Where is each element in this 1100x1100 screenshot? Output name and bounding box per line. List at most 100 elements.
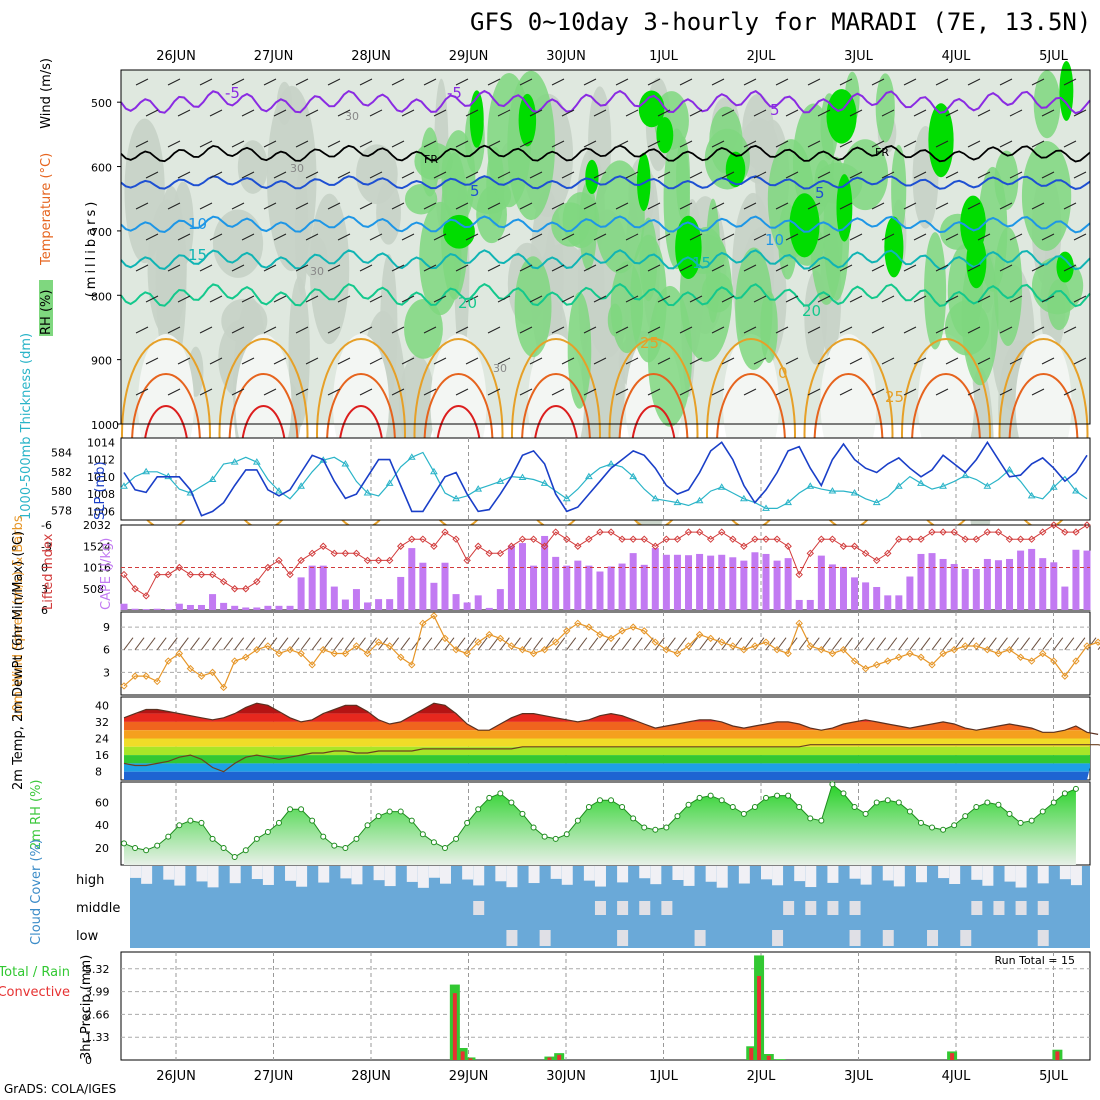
cape-bar bbox=[1006, 558, 1014, 610]
wind-barb bbox=[849, 171, 863, 179]
cloud-high bbox=[561, 866, 573, 885]
cloud-middle bbox=[594, 901, 606, 915]
rh-marker bbox=[220, 844, 227, 851]
wind-legend: Wind (m/s) bbox=[39, 58, 54, 129]
cape-bar bbox=[629, 553, 637, 610]
cloud-high bbox=[495, 866, 507, 882]
surface-wind-barb bbox=[167, 637, 178, 651]
pressure-tick-label: 600 bbox=[91, 162, 112, 175]
cloud-high bbox=[672, 866, 684, 880]
run-total: Run Total = 15 bbox=[995, 954, 1076, 967]
li-marker bbox=[419, 535, 427, 543]
cape-bar bbox=[430, 582, 438, 610]
cloud-high bbox=[130, 866, 142, 878]
cape-bar bbox=[1028, 548, 1036, 610]
wind-barb bbox=[711, 140, 725, 148]
date-label-top: 26JUN bbox=[156, 49, 196, 64]
cape-bar bbox=[895, 595, 903, 610]
cloud-low bbox=[617, 930, 629, 946]
wind-barb bbox=[519, 140, 533, 148]
temperature-legend: Temperature (°C) bbox=[39, 153, 54, 266]
credit-label: GrADS: COLA/IGES bbox=[4, 1082, 117, 1096]
wind-barb bbox=[1031, 202, 1045, 210]
cape-bar bbox=[541, 535, 549, 610]
wind-marker bbox=[518, 646, 527, 654]
wind-marker bbox=[142, 672, 150, 680]
thickness-marker bbox=[1027, 491, 1036, 499]
li-marker bbox=[286, 570, 294, 579]
cloud-middle bbox=[1015, 901, 1027, 915]
li-marker bbox=[1083, 521, 1091, 529]
wind-barb bbox=[369, 357, 383, 365]
cape-bar bbox=[120, 603, 128, 610]
cloud-high bbox=[639, 866, 651, 879]
thickness-marker bbox=[894, 482, 903, 489]
wind-barb bbox=[273, 109, 287, 117]
li-tick-label: 0 bbox=[41, 562, 48, 575]
rh-marker bbox=[940, 826, 947, 833]
wind-barb bbox=[657, 233, 671, 241]
rh-marker bbox=[917, 819, 924, 826]
wind-marker bbox=[253, 646, 261, 654]
temp-band bbox=[124, 763, 1090, 772]
wind-barb bbox=[743, 202, 757, 210]
wind-barb bbox=[679, 264, 693, 272]
wind-barb bbox=[401, 171, 415, 179]
cape-bar bbox=[375, 599, 383, 610]
wind-barb bbox=[327, 78, 341, 86]
wind-barb bbox=[465, 233, 479, 241]
wind-barb bbox=[775, 388, 789, 396]
wind-marker bbox=[706, 634, 715, 643]
wind-marker bbox=[374, 638, 383, 646]
cape-bar bbox=[496, 589, 504, 610]
rh-marker bbox=[785, 792, 792, 799]
wind-marker bbox=[1039, 649, 1047, 658]
cape-bar bbox=[773, 560, 781, 610]
li-marker bbox=[861, 549, 870, 558]
wind-barb bbox=[177, 233, 191, 241]
cape-bar bbox=[186, 604, 194, 610]
wind-barb bbox=[881, 233, 895, 241]
rh-moist bbox=[875, 73, 895, 143]
wind-barb bbox=[999, 140, 1013, 148]
surface-wind-barb bbox=[832, 637, 842, 651]
surface-wind-barb bbox=[344, 637, 355, 651]
rh-moist bbox=[1047, 279, 1071, 331]
date-label-bottom: 5JUL bbox=[1039, 1069, 1069, 1084]
wind-barb bbox=[593, 171, 607, 179]
rh-marker bbox=[840, 790, 847, 797]
wind-barb bbox=[743, 388, 757, 396]
li-marker bbox=[607, 528, 615, 536]
wind-barb bbox=[817, 109, 831, 117]
isotherm-label: -5 bbox=[447, 84, 462, 102]
precip-legend-total: Total / Rain bbox=[0, 965, 70, 980]
li-tick-label: 3 bbox=[41, 583, 48, 596]
date-label-bottom: 4JUL bbox=[942, 1069, 972, 1084]
wind-barb bbox=[647, 388, 661, 396]
wind-barb bbox=[625, 295, 639, 303]
cape-bar bbox=[474, 595, 482, 610]
surface-wind-barb bbox=[190, 637, 200, 651]
wind-barb bbox=[305, 295, 319, 303]
cloud-high bbox=[1059, 866, 1071, 880]
surface-wind-barb bbox=[488, 637, 499, 651]
wind-barb bbox=[689, 357, 703, 365]
li-tick-label: -6 bbox=[41, 519, 52, 532]
thickness-marker bbox=[474, 485, 483, 492]
wind-barb bbox=[945, 233, 959, 241]
cloud-low bbox=[849, 930, 861, 946]
rh-marker bbox=[829, 781, 836, 788]
rh-marker bbox=[176, 822, 183, 829]
surface-wind-barb bbox=[234, 637, 245, 651]
surface-wind-barb bbox=[931, 637, 942, 651]
wind-barb bbox=[743, 140, 757, 148]
cape-bar bbox=[330, 586, 338, 610]
lifted-index-line bbox=[123, 524, 1088, 597]
rh-marker bbox=[663, 824, 670, 831]
cloud-low bbox=[539, 930, 551, 946]
cloud-high bbox=[1015, 866, 1027, 888]
rh-marker bbox=[973, 804, 980, 811]
cloud-high bbox=[550, 866, 562, 879]
wind-barb bbox=[135, 202, 149, 210]
wind-barb bbox=[903, 202, 917, 210]
